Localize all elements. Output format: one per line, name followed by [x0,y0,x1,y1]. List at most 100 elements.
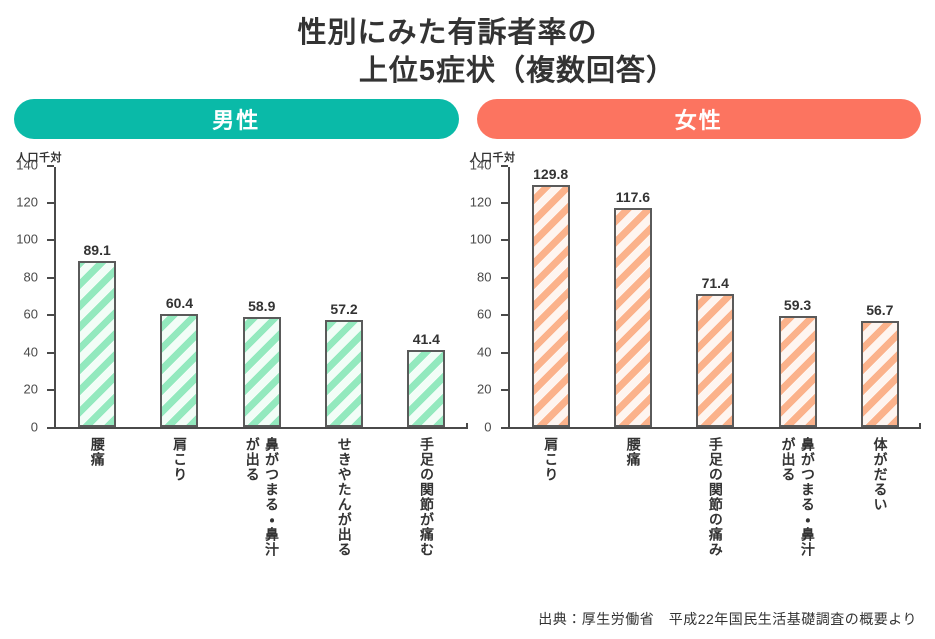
x-axis-labels-male: 腰痛 肩こり 鼻がつまる・鼻汁が出る せきやたんが出る 手足の関節が痛む [56,437,468,565]
y-tick-label-120: 120 [469,194,492,210]
x-label-slot: 鼻がつまる・鼻汁が出る [756,437,838,565]
y-tick-label-140: 140 [16,157,38,173]
x-axis-category-label: 肩こり [543,436,560,482]
x-axis-line-female [507,426,921,429]
bar[interactable]: 57.2 [325,301,364,427]
bar-slot: 117.6 [592,167,674,427]
y-axis-unit-female: 人口千対 [469,151,516,164]
title-line-2: 上位5症状（複数回答） [358,55,677,88]
y-tick-label-80: 80 [23,269,38,285]
bar-value-label: 56.7 [866,302,894,319]
x-axis-category-label: 肩こり [172,436,189,482]
bars-female: 129.8 117.6 71.4 59.3 56.7 [510,166,922,427]
y-tick-label-100: 100 [16,231,38,247]
y-tick-label-140: 140 [469,157,492,173]
bars-male: 89.1 60.4 58.9 57.2 41.4 [56,167,468,427]
x-label-slot: 手足の関節の痛み [674,437,756,565]
bar[interactable]: 60.4 [160,295,199,427]
gender-header-row: 男性 女性 [0,91,935,139]
y-tick-label-20: 20 [23,381,38,397]
page-title: 性別にみた有訴者率の 上位5症状（複数回答） [0,0,935,91]
y-tick-label-100: 100 [469,231,492,247]
bar-slot: 56.7 [839,167,921,427]
x-label-slot: せきやたんが出る [303,437,385,565]
bar-value-label: 57.2 [330,301,358,318]
y-tick-120: 120 [16,194,54,209]
y-tick-label-0: 0 [30,419,38,435]
bar[interactable]: 59.3 [778,297,817,427]
y-tick-20: 20 [477,382,508,397]
y-tick-label-20: 20 [477,381,492,397]
y-tick-60: 60 [477,307,508,322]
bar-value-label: 89.1 [83,242,111,259]
bar[interactable]: 117.6 [613,189,652,427]
header-pill-male-label: 男性 [212,107,261,133]
bar[interactable]: 71.4 [696,275,735,427]
bar[interactable]: 56.7 [860,302,899,427]
bar[interactable]: 41.4 [407,331,446,427]
bar[interactable]: 89.1 [78,242,117,427]
x-label-slot: 肩こり [138,437,220,565]
x-axis-category-label: 鼻がつまる・鼻汁が出る [244,436,281,557]
y-tick-120: 120 [470,194,508,209]
bar-slot: 59.3 [756,167,838,427]
bar-value-label: 59.3 [783,297,812,314]
header-pill-male: 男性 [14,98,459,139]
header-pill-female-label: 女性 [674,107,723,133]
y-tick-140: 140 [470,157,508,172]
bar-slot: 41.4 [385,167,467,427]
bar-value-label: 60.4 [165,295,194,312]
x-axis-category-label: 鼻がつまる・鼻汁が出る [780,436,816,557]
y-tick-label-80: 80 [477,269,492,285]
bar-value-label: 129.8 [533,166,569,183]
bar[interactable]: 129.8 [531,166,570,427]
x-axis-category-label: 腰痛 [625,436,642,467]
y-tick-80: 80 [477,269,508,284]
bar[interactable]: 58.9 [242,298,281,427]
source-citation: 出典：厚生労働省 平成22年国民生活基礎調査の概要より [538,611,917,627]
y-tick-0: 0 [31,419,54,434]
bar-slot: 60.4 [138,167,220,427]
y-tick-100: 100 [16,232,54,247]
chart-panel-female: 人口千対 140 120 100 80 60 40 20 0 129.8 117.6 71.4 59… [468,139,922,565]
bar-value-label: 71.4 [701,274,729,291]
bar-slot: 89.1 [56,167,138,427]
x-label-slot: 腰痛 [56,437,138,565]
y-tick-60: 60 [24,307,54,322]
x-axis-line-male [54,426,468,429]
y-tick-80: 80 [24,269,54,284]
chart-panel-male: 人口千対 140 120 100 80 60 40 20 0 89.1 60.4 58.9 57.2… [14,139,468,565]
plot-area-male: 140 120 100 80 60 40 20 0 89.1 60.4 58.9 57.2 41.4 [16,157,468,434]
bar-slot: 58.9 [221,167,303,427]
y-tick-40: 40 [477,344,508,359]
x-axis-category-label: 腰痛 [89,436,106,467]
y-tick-label-40: 40 [23,344,38,360]
y-tick-20: 20 [24,382,54,397]
x-label-slot: 手足の関節が痛む [385,437,467,565]
x-axis-category-label: 手足の関節の痛み [707,436,724,557]
x-label-slot: 腰痛 [592,437,674,565]
charts-container: 人口千対 140 120 100 80 60 40 20 0 89.1 60.4 58.9 57.2… [0,139,935,565]
y-tick-140: 140 [16,157,54,172]
y-tick-label-0: 0 [484,419,492,435]
plot-area-female: 140 120 100 80 60 40 20 0 129.8 117.6 71.4 59.3 56.… [470,157,922,434]
x-axis-category-label: 体がだるい [872,436,889,512]
y-tick-100: 100 [470,232,508,247]
title-line-1: 性別にみた有訴者率の [297,17,598,49]
header-pill-female: 女性 [476,98,921,139]
y-tick-label-60: 60 [23,306,38,322]
bar-slot: 71.4 [674,167,756,427]
x-label-slot: 肩こり [510,437,592,565]
y-axis-line-female [507,166,510,429]
y-tick-0: 0 [484,419,508,434]
x-axis-labels-female: 肩こり 腰痛 手足の関節の痛み 鼻がつまる・鼻汁が出る 体がだるい [510,437,922,565]
x-axis-end-tick-male [465,422,468,429]
bar-slot: 129.8 [510,166,592,427]
bar-value-label: 58.9 [248,298,276,315]
y-axis-unit-male: 人口千対 [16,151,62,164]
y-axis-line-male [54,166,56,429]
x-label-slot: 体がだるい [839,437,921,565]
x-axis-category-label: 手足の関節が痛む [418,436,435,557]
y-tick-label-60: 60 [477,306,492,322]
y-tick-label-120: 120 [16,194,38,210]
